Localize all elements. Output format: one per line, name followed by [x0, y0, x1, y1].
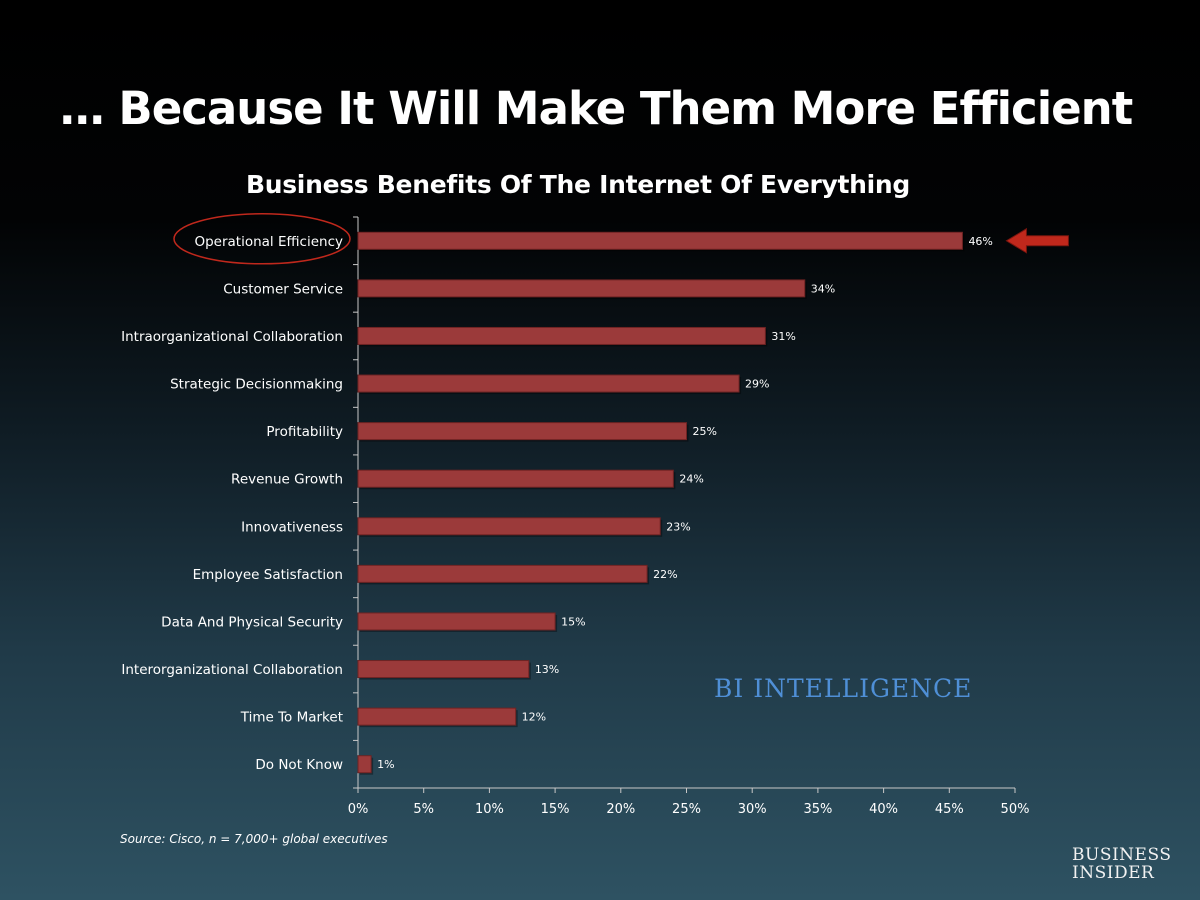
bar: [357, 231, 963, 250]
x-tick-label: 40%: [869, 802, 898, 817]
bar: [357, 755, 372, 774]
x-tick-label: 50%: [1001, 802, 1030, 817]
x-tick-label: 45%: [935, 802, 964, 817]
x-tick-label: 25%: [672, 802, 701, 817]
category-label: Innovativeness: [241, 519, 343, 535]
x-tick-label: 20%: [606, 802, 635, 817]
bar: [357, 612, 556, 631]
category-label: Time To Market: [240, 710, 343, 726]
bar: [357, 517, 661, 536]
logo-line-insider: INSIDER: [1072, 863, 1155, 883]
arrow-shape: [1005, 227, 1069, 254]
bi-intelligence-watermark: BI INTELLIGENCE: [714, 674, 973, 703]
category-label: Employee Satisfaction: [193, 567, 343, 583]
category-label: Strategic Decisionmaking: [170, 377, 343, 393]
data-label: 34%: [811, 282, 835, 295]
bar: [357, 279, 806, 298]
category-label: Customer Service: [223, 281, 343, 297]
data-label: 46%: [968, 235, 992, 248]
bar: [357, 326, 766, 345]
x-tick-label: 0%: [348, 802, 369, 817]
x-tick-label: 30%: [738, 802, 767, 817]
highlight-arrow: [1005, 227, 1069, 254]
x-tick-label: 35%: [803, 802, 832, 817]
bar: [357, 422, 687, 441]
data-label: 15%: [561, 615, 585, 628]
data-label: 25%: [693, 425, 717, 438]
slide-title: … Because It Will Make Them More Efficie…: [59, 82, 1133, 135]
bar: [357, 660, 530, 679]
data-label: 29%: [745, 378, 769, 391]
logo-line-business: BUSINESS: [1072, 845, 1172, 865]
data-label: 1%: [377, 758, 394, 771]
source-note: Source: Cisco, n = 7,000+ global executi…: [120, 832, 388, 846]
chart-title: Business Benefits Of The Internet Of Eve…: [245, 170, 911, 199]
category-label: Data And Physical Security: [161, 614, 343, 630]
x-tick-label: 10%: [475, 802, 504, 817]
business-insider-logo: BUSINESS INSIDER: [1072, 845, 1172, 883]
category-label: Intraorganizational Collaboration: [121, 329, 343, 345]
category-label: Do Not Know: [255, 757, 343, 773]
category-label: Revenue Growth: [231, 472, 343, 488]
data-label: 13%: [535, 663, 559, 676]
bar: [357, 374, 740, 393]
category-label: Interorganizational Collaboration: [121, 662, 343, 678]
highlight-ellipse: [173, 213, 351, 265]
bar: [357, 469, 674, 488]
data-label: 23%: [666, 520, 690, 533]
category-label: Profitability: [266, 424, 343, 440]
data-label: 22%: [653, 568, 677, 581]
data-label: 31%: [771, 330, 795, 343]
data-label: 12%: [522, 711, 546, 724]
bar: [357, 564, 648, 583]
data-label: 24%: [679, 473, 703, 486]
x-tick-label: 15%: [541, 802, 570, 817]
category-label: Operational Efficiency: [194, 234, 343, 250]
bar: [357, 707, 517, 726]
x-tick-label: 5%: [413, 802, 434, 817]
